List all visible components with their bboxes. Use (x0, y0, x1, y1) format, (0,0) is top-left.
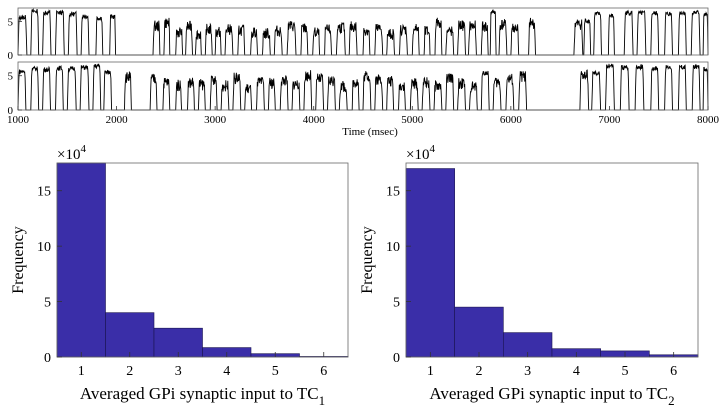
histogram-bar (56, 162, 106, 358)
y-tick-label: 10 (386, 240, 400, 255)
x-tick-label: 4 (223, 364, 230, 379)
trace-signal-line (17, 63, 709, 111)
x-tick-label: 1 (78, 364, 85, 379)
x-tick-label: 8000 (697, 114, 720, 126)
histogram-bar (454, 306, 504, 358)
x-tick-label: 3 (175, 364, 182, 379)
y-multiplier: ×104 (57, 143, 86, 163)
multiplier-exponent: 4 (80, 143, 86, 155)
x-tick-label: 6 (320, 364, 327, 379)
trace-signal-line (17, 7, 709, 56)
x-axis-label: Averaged GPi synaptic input to TC2 (429, 384, 674, 408)
y-tick-label: 15 (386, 185, 400, 200)
y-axis-label: Frequency (359, 226, 376, 294)
y-multiplier: ×104 (406, 143, 435, 163)
x-tick-label: 4 (573, 364, 580, 379)
plot-frame (405, 162, 699, 358)
x-tick-label: 2000 (106, 114, 129, 126)
x-tick-label: 1 (427, 364, 434, 379)
y-tick-label: 5 (44, 296, 51, 311)
x-tick-label: 7000 (598, 114, 621, 126)
x-axis-label-subscript: 1 (319, 393, 326, 408)
time-axis-label: Time (msec) (342, 126, 398, 138)
x-tick-label: 4000 (303, 114, 326, 126)
histogram-bar (405, 168, 455, 358)
histogram-bar (105, 312, 155, 358)
trace-frame (17, 7, 709, 56)
y-tick-label: 0 (44, 351, 51, 366)
x-tick-label: 3 (524, 364, 531, 379)
y-tick-label: 0 (393, 351, 400, 366)
x-tick-label: 5 (272, 364, 279, 379)
x-axis-label-main: Averaged GPi synaptic input to TC (429, 384, 668, 403)
x-tick-label: 5 (622, 364, 629, 379)
multiplier-base: ×10 (57, 147, 80, 163)
multiplier-exponent: 4 (429, 143, 435, 155)
trace-frame (17, 61, 709, 111)
x-axis-label: Averaged GPi synaptic input to TC1 (80, 384, 325, 408)
y-tick-label: 0 (8, 50, 14, 62)
x-tick-label: 2 (476, 364, 483, 379)
x-tick-label: 3000 (204, 114, 227, 126)
x-tick-label: 1000 (7, 114, 30, 126)
plot-frame (56, 162, 349, 358)
x-tick-label: 2 (126, 364, 133, 379)
x-axis-label-subscript: 2 (668, 393, 675, 408)
y-tick-label: 5 (8, 71, 14, 83)
x-tick-label: 5000 (401, 114, 424, 126)
multiplier-base: ×10 (406, 147, 429, 163)
trace-bottom-plot: 0 5 1000 2000 3000 4000 5000 6000 7000 8000 (7, 61, 720, 126)
x-axis-label-main: Averaged GPi synaptic input to TC (80, 384, 319, 403)
x-tick-label: 6000 (500, 114, 523, 126)
y-tick-label: 0 (8, 105, 14, 117)
y-tick-label: 10 (37, 240, 51, 255)
y-tick-label: 5 (393, 296, 400, 311)
y-tick-label: 15 (37, 185, 51, 200)
y-axis-label: Frequency (10, 226, 27, 294)
x-tick-label: 6 (670, 364, 677, 379)
trace-top-plot: 05 (8, 7, 709, 62)
y-tick-label: 5 (8, 16, 14, 28)
